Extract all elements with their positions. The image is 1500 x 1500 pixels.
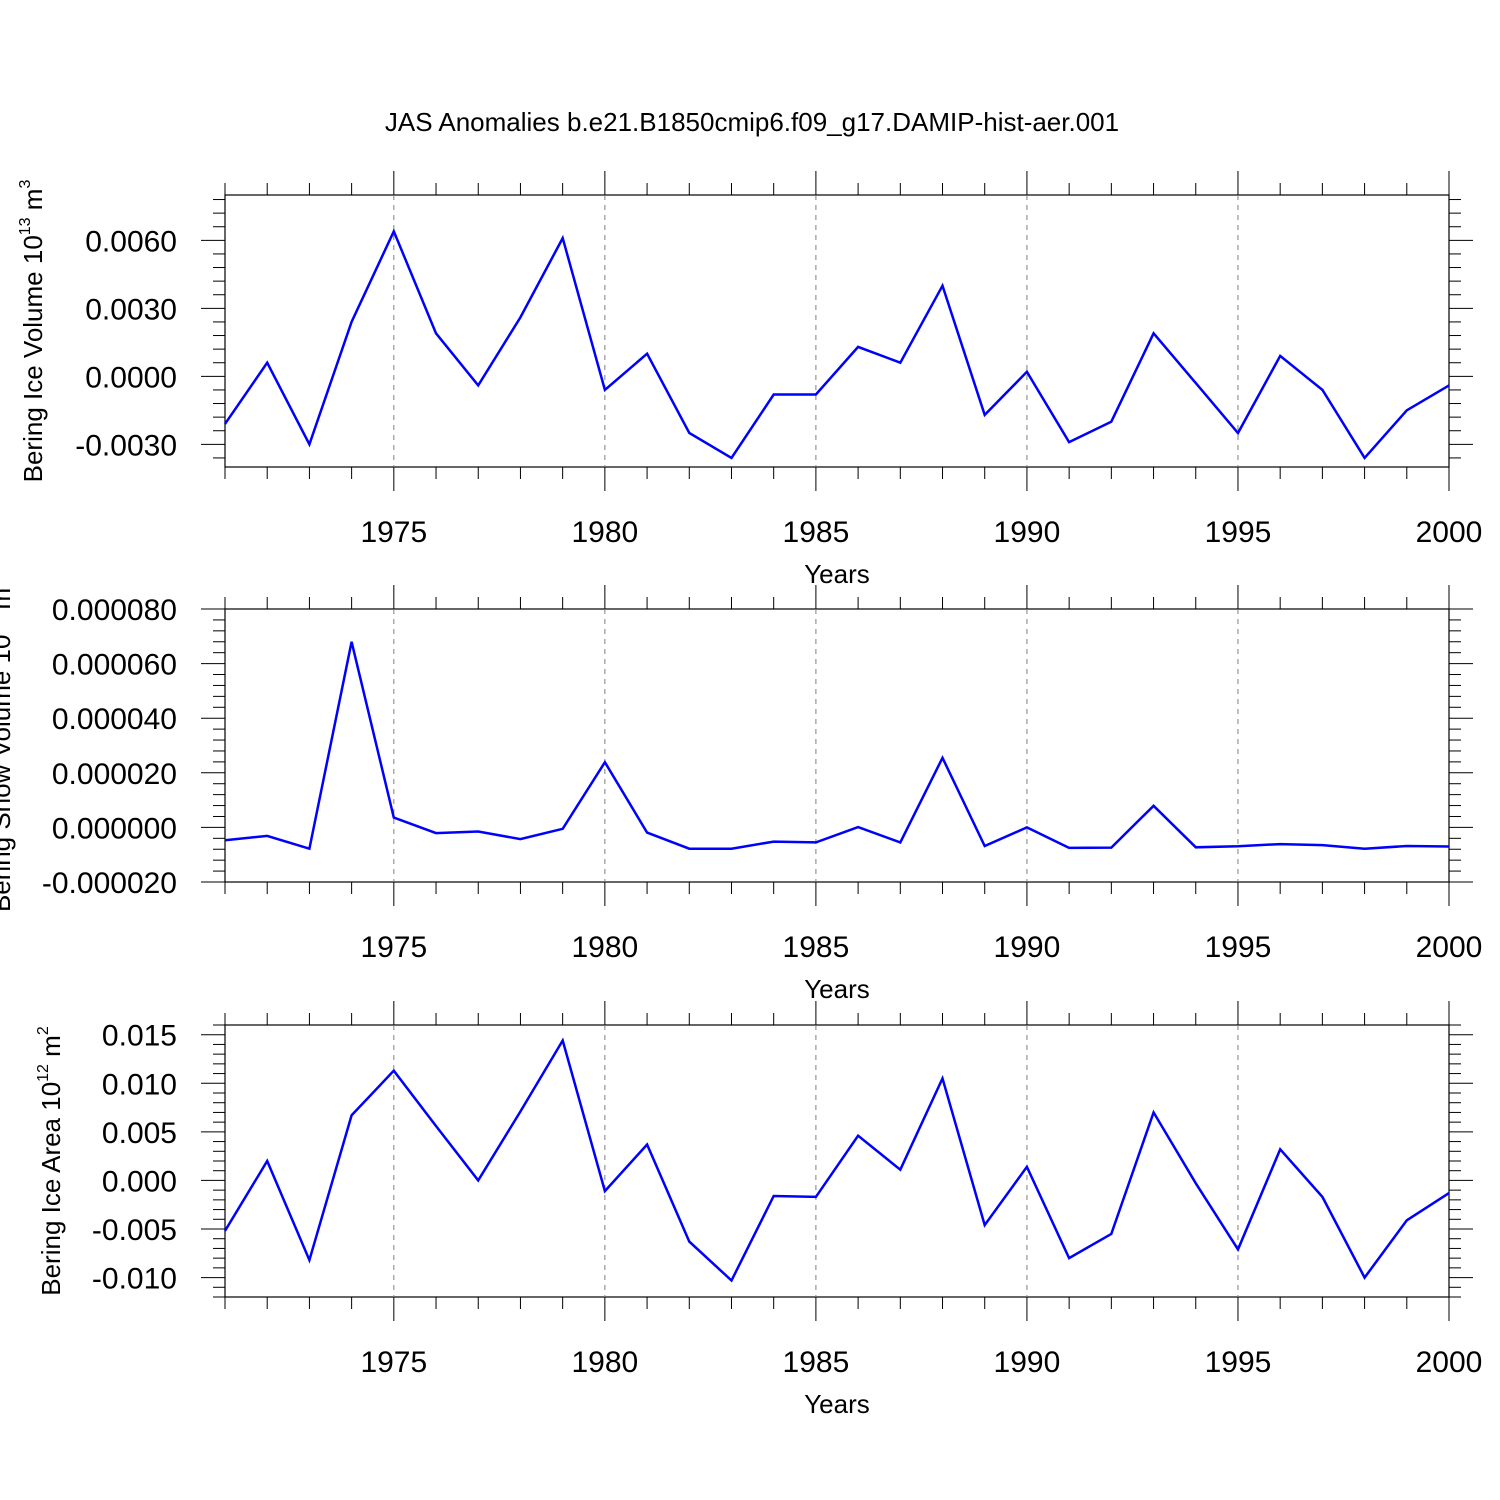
panel-2-ytick-label-1: 0.000000 <box>52 812 177 845</box>
panel-1-xtick-label-2000: 2000 <box>1416 516 1483 549</box>
panel-2-ytick-label-4: 0.000060 <box>52 649 177 682</box>
panels: 1975 1980 1985 1990 1995 2000 Years -0.0030 0.00… <box>0 171 1482 1419</box>
panel-3-ytick-label-0: -0.010 <box>92 1263 177 1296</box>
panel-1-ylabel-unit: m <box>18 189 48 218</box>
panel-1-ytick-label-2: 0.0030 <box>85 293 177 326</box>
panel-3-ylabel-exp: 12 <box>35 1064 52 1082</box>
panel-3-xtick-label-2000: 2000 <box>1416 1346 1483 1379</box>
panel-2-ylabel-main: Bering Snow Volume 10 <box>0 635 16 913</box>
panel-3-xtick-label-1980: 1980 <box>571 1346 638 1379</box>
panel-1-ylabel: Bering Ice Volume 1013 m3 <box>17 180 48 483</box>
panel-2-xtick-label-1995: 1995 <box>1205 931 1272 964</box>
panel-3-xtick-label-1975: 1975 <box>360 1346 427 1379</box>
panel-3-xlabel: Years <box>804 1389 870 1419</box>
panel-3-ytick-label-5: 0.015 <box>102 1020 177 1053</box>
panel-3-series-line <box>223 1037 1450 1283</box>
panel-3-ytick-label-2: 0.000 <box>102 1165 177 1198</box>
panel-2-frame <box>224 608 1450 883</box>
panel-1-ytick-label-0: -0.0030 <box>75 429 177 462</box>
panel-3-ytick-label-4: 0.010 <box>102 1068 177 1101</box>
panel-2-xtick-label-1990: 1990 <box>994 931 1061 964</box>
panel-2-ytick-label-5: 0.000080 <box>52 594 177 627</box>
panel-1-frame <box>224 194 1450 468</box>
panel-1-xtick-label-1990: 1990 <box>994 516 1061 549</box>
panel-1-xtick-label-1975: 1975 <box>360 516 427 549</box>
panel-2: 1975 1980 1985 1990 1995 2000 Years -0.000020 0.… <box>0 579 1482 1004</box>
panel-2-ytick-label-0: -0.000020 <box>42 867 177 900</box>
panel-1-xlabel: Years <box>804 559 870 589</box>
panel-2-series-line <box>224 641 1450 851</box>
panel-1-xtick-label-1980: 1980 <box>571 516 638 549</box>
panel-3-xtick-label-1995: 1995 <box>1205 1346 1272 1379</box>
panel-2-ylabel-unit: m <box>0 588 16 617</box>
panel-1-ytick-label-3: 0.0060 <box>85 225 177 258</box>
panel-3-ytick-label-3: 0.005 <box>102 1117 177 1150</box>
panel-3-ylabel-main: Bering Ice Area 10 <box>36 1082 66 1296</box>
panel-1-xtick-label-1985: 1985 <box>783 516 850 549</box>
panel-2-ytick-label-2: 0.000020 <box>52 758 177 791</box>
panel-1: 1975 1980 1985 1990 1995 2000 Years -0.0030 0.00… <box>17 171 1482 589</box>
panel-3-ylabel: Bering Ice Area 1012 m2 <box>35 1026 66 1296</box>
panel-2-xlabel: Years <box>804 974 870 1004</box>
panel-3-ytick-label-1: -0.005 <box>92 1214 177 1247</box>
chart-title: JAS Anomalies b.e21.B1850cmip6.f09_g17.D… <box>385 107 1119 137</box>
panel-2-xtick-label-1980: 1980 <box>571 931 638 964</box>
panel-1-ytick-label-1: 0.0000 <box>85 361 177 394</box>
panel-1-ylabel-main: Bering Ice Volume 10 <box>18 235 48 482</box>
panel-1-ylabel-unit-exp: 3 <box>17 180 34 189</box>
panel-1-xtick-label-1995: 1995 <box>1205 516 1272 549</box>
panel-2-ylabel-exp: 13 <box>0 617 2 635</box>
panel-2-ylabel-unit-exp: 3 <box>0 579 2 588</box>
panel-3-frame <box>224 1024 1450 1298</box>
panel-3-ylabel-unit-exp: 2 <box>35 1026 52 1035</box>
panel-1-ylabel-exp: 13 <box>17 217 34 235</box>
panel-2-xtick-label-1975: 1975 <box>360 931 427 964</box>
panel-3-xtick-label-1990: 1990 <box>994 1346 1061 1379</box>
panel-2-ylabel: Bering Snow Volume 1013 m3 <box>0 579 16 912</box>
panel-1-series-line <box>223 228 1450 460</box>
panel-2-xtick-label-1985: 1985 <box>783 931 850 964</box>
panel-3-ylabel-unit: m <box>36 1035 66 1064</box>
panel-3-xtick-label-1985: 1985 <box>783 1346 850 1379</box>
panel-2-ytick-label-3: 0.000040 <box>52 703 177 736</box>
panel-2-xtick-label-2000: 2000 <box>1416 931 1483 964</box>
panel-3: 1975 1980 1985 1990 1995 2000 Years -0.010 -0.00… <box>35 1001 1482 1419</box>
